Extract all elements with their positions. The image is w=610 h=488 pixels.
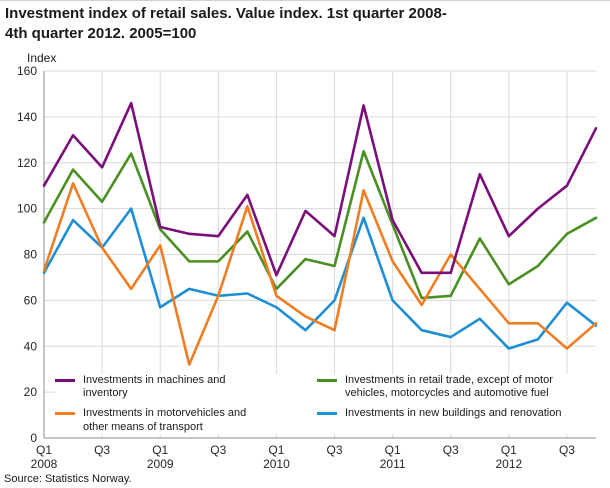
legend-item-retail-trade: Investments in retail trade, except of m… [317, 374, 602, 400]
y-tick-label: 120 [17, 156, 37, 170]
y-tick-label: 140 [17, 110, 37, 124]
legend-item-motorvehicles: Investments in motorvehicles and other m… [55, 407, 317, 433]
x-tick-year-label: 2010 [263, 457, 290, 471]
x-tick-year-label: 2008 [31, 457, 58, 471]
y-tick-label: 160 [17, 64, 37, 78]
series-line-3 [42, 207, 598, 350]
legend-item-machines: Investments in machines and inventory [55, 374, 317, 400]
legend-item-new-buildings: Investments in new buildings and renovat… [317, 407, 602, 420]
source-text: Source: Statistics Norway. [4, 473, 132, 485]
y-tick-label: 20 [24, 385, 38, 399]
y-tick-label: 0 [30, 431, 37, 445]
x-tick-year-label: 2011 [380, 457, 406, 471]
y-axis-title: Index [27, 51, 57, 65]
legend-label-retail-trade: Investments in retail trade, except of m… [345, 374, 553, 400]
legend-label-motorvehicles: Investments in motorvehicles and other m… [83, 407, 247, 433]
x-tick-label: Q3 [559, 443, 575, 457]
legend: Investments in machines and inventory In… [55, 374, 602, 434]
series-line-0 [42, 101, 598, 277]
chart-title-line2: 4th quarter 2012. 2005=100 [5, 24, 197, 42]
x-tick-label: Q1 [268, 443, 284, 457]
legend-marker-new-buildings [317, 412, 337, 416]
y-tick-label: 60 [24, 293, 38, 307]
x-tick-label: Q1 [36, 443, 52, 457]
x-tick-label: Q1 [385, 443, 401, 457]
legend-marker-machines [55, 379, 75, 382]
x-tick-label: Q3 [327, 443, 343, 457]
legend-marker-retail-trade [317, 379, 337, 382]
y-tick-label: 40 [24, 339, 38, 353]
chart-title: Investment index of retail sales. Value … [5, 4, 447, 43]
legend-label-new-buildings: Investments in new buildings and renovat… [345, 407, 562, 420]
y-tick-label: 80 [24, 248, 38, 262]
series-line-1 [42, 182, 598, 366]
x-tick-year-label: 2009 [147, 457, 174, 471]
chart-title-line1: Investment index of retail sales. Value … [5, 5, 447, 22]
x-tick-label: Q3 [210, 443, 226, 457]
y-tick-label: 100 [17, 202, 37, 216]
x-tick-label: Q1 [501, 443, 517, 457]
legend-column-right: Investments in retail trade, except of m… [317, 374, 602, 434]
x-tick-year-label: 2012 [495, 457, 522, 471]
legend-marker-motorvehicles [55, 412, 75, 416]
series-line-2 [42, 149, 598, 300]
legend-column-left: Investments in machines and inventory In… [55, 374, 317, 434]
legend-label-machines: Investments in machines and inventory [83, 374, 226, 400]
x-tick-label: Q3 [443, 443, 459, 457]
x-tick-label: Q3 [94, 443, 110, 457]
x-tick-label: Q1 [152, 443, 168, 457]
